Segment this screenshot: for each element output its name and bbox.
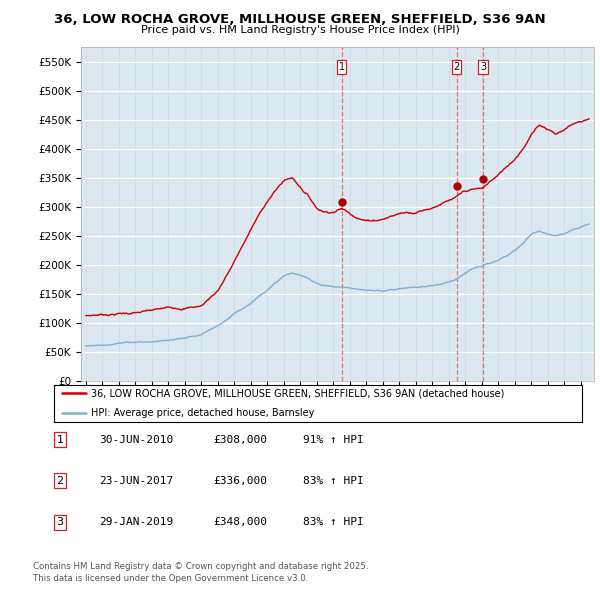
Text: 30-JUN-2010: 30-JUN-2010 <box>99 435 173 444</box>
Text: 2: 2 <box>454 62 460 72</box>
Text: 91% ↑ HPI: 91% ↑ HPI <box>303 435 364 444</box>
Text: Price paid vs. HM Land Registry's House Price Index (HPI): Price paid vs. HM Land Registry's House … <box>140 25 460 35</box>
Text: 1: 1 <box>56 435 64 444</box>
Text: 1: 1 <box>338 62 344 72</box>
Text: 23-JUN-2017: 23-JUN-2017 <box>99 476 173 486</box>
Text: 29-JAN-2019: 29-JAN-2019 <box>99 517 173 527</box>
Text: 83% ↑ HPI: 83% ↑ HPI <box>303 476 364 486</box>
Text: 83% ↑ HPI: 83% ↑ HPI <box>303 517 364 527</box>
Text: 2: 2 <box>56 476 64 486</box>
Text: HPI: Average price, detached house, Barnsley: HPI: Average price, detached house, Barn… <box>91 408 314 418</box>
Text: £348,000: £348,000 <box>213 517 267 527</box>
Text: 3: 3 <box>56 517 64 527</box>
Text: 3: 3 <box>480 62 486 72</box>
Text: £336,000: £336,000 <box>213 476 267 486</box>
Text: 36, LOW ROCHA GROVE, MILLHOUSE GREEN, SHEFFIELD, S36 9AN: 36, LOW ROCHA GROVE, MILLHOUSE GREEN, SH… <box>54 13 546 26</box>
Text: Contains HM Land Registry data © Crown copyright and database right 2025.
This d: Contains HM Land Registry data © Crown c… <box>33 562 368 583</box>
Text: £308,000: £308,000 <box>213 435 267 444</box>
Text: 36, LOW ROCHA GROVE, MILLHOUSE GREEN, SHEFFIELD, S36 9AN (detached house): 36, LOW ROCHA GROVE, MILLHOUSE GREEN, SH… <box>91 388 505 398</box>
